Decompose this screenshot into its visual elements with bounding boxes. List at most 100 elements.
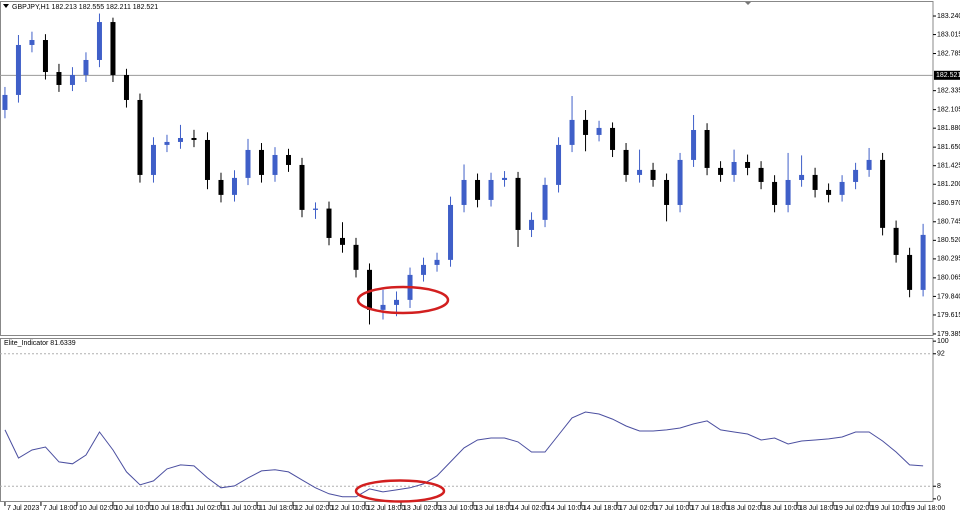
candle-body: [191, 137, 197, 140]
y-tick-label: 182.785: [937, 50, 960, 57]
shift-marker: [745, 2, 751, 5]
candle-body: [812, 174, 818, 190]
candle-body: [650, 169, 656, 180]
candle-body: [340, 237, 346, 245]
y-tick-label: 182.335: [937, 87, 960, 94]
x-tick-label: 7 Jul 18:00: [43, 505, 77, 512]
candle-body: [245, 149, 251, 178]
candle-body: [691, 129, 697, 160]
x-tick-label: 10 Jul 10:00: [115, 505, 153, 512]
y-tick-label: 179.840: [937, 293, 960, 300]
candle-body: [326, 208, 332, 238]
candle-body: [515, 177, 521, 230]
y-tick-label: 183.015: [937, 31, 960, 38]
candle-body: [623, 149, 629, 175]
y-tick-label: 180.520: [937, 237, 960, 244]
candle-body: [218, 179, 224, 195]
candle-body: [569, 119, 575, 145]
plot-layer: 183.240 183.015 182.785 182.335 182.105 181.8…: [0, 13, 960, 512]
x-tick-label: 14 Jul 18:00: [583, 505, 621, 512]
x-tick-label: 10 Jul 18:00: [151, 505, 189, 512]
x-tick-label: 19 Jul 02:00: [835, 505, 873, 512]
x-tick-label: 17 Jul 02:00: [619, 505, 657, 512]
candle-body: [556, 144, 562, 185]
y-tick-label: 183.240: [937, 13, 960, 20]
candle-body: [529, 219, 535, 230]
candle-body: [2, 94, 8, 110]
candle-body: [258, 149, 264, 175]
candle-body: [313, 208, 319, 210]
candle-body: [583, 119, 589, 135]
x-tick-label: 11 Jul 02:00: [187, 505, 225, 512]
candle-body: [475, 179, 481, 200]
candle-body: [502, 177, 508, 180]
x-tick-label: 18 Jul 10:00: [763, 505, 801, 512]
candle-body: [29, 40, 35, 45]
candle-body: [704, 129, 710, 168]
candle-body: [15, 44, 21, 95]
y-tick-label: 180.295: [937, 256, 960, 263]
candle-body: [461, 179, 467, 205]
candle-body: [664, 179, 670, 205]
candle-body: [880, 159, 886, 228]
candle-body: [56, 72, 62, 85]
x-tick-label: 19 Jul 18:00: [907, 505, 945, 512]
candle-body: [421, 264, 427, 275]
price-panel-frame: [0, 1, 934, 336]
candle-body: [231, 177, 237, 195]
candle-body: [367, 269, 373, 310]
candle-body: [866, 159, 872, 170]
x-tick-label: 17 Jul 10:00: [655, 505, 693, 512]
y-tick-label: 92: [937, 351, 945, 358]
x-tick-label: 13 Jul 10:00: [439, 505, 477, 512]
indicator-panel-frame: [0, 338, 934, 502]
y-tick-label: 0: [937, 496, 941, 503]
candle-body: [394, 299, 400, 305]
y-tick-label: 8: [937, 483, 941, 490]
y-tick-label: 181.425: [937, 163, 960, 170]
candle-body: [637, 169, 643, 175]
indicator-line: [4, 411, 924, 498]
candle-body: [83, 59, 89, 75]
candle-body: [299, 164, 305, 210]
candle-body: [164, 141, 170, 145]
candle-body: [137, 99, 143, 175]
x-tick-label: 14 Jul 10:00: [547, 505, 585, 512]
candle-body: [772, 181, 778, 205]
chart-title: GBPJPY,H1 182.213 182.555 182.211 182.52…: [12, 4, 158, 11]
candle-body: [799, 174, 805, 180]
candle-body: [920, 234, 926, 290]
candle-body: [96, 22, 102, 60]
y-tick-label: 180.065: [937, 275, 960, 282]
x-tick-label: 12 Jul 10:00: [331, 505, 369, 512]
current-price-box: [934, 70, 960, 80]
y-tick-label: 181.200: [937, 181, 960, 188]
y-tick-label: 182.105: [937, 106, 960, 113]
x-tick-label: 13 Jul 02:00: [403, 505, 441, 512]
candle-body: [204, 139, 210, 180]
x-tick-label: 11 Jul 18:00: [259, 505, 297, 512]
candle-body: [893, 227, 899, 255]
candle-body: [839, 181, 845, 195]
candle-body: [110, 22, 116, 75]
candle-body: [123, 74, 129, 100]
menu-arrow[interactable]: [3, 4, 9, 8]
x-tick-label: 17 Jul 18:00: [691, 505, 729, 512]
y-tick-label: 181.650: [937, 144, 960, 151]
candle-body: [596, 127, 602, 135]
x-tick-label: 14 Jul 02:00: [511, 505, 549, 512]
x-tick-label: 19 Jul 10:00: [871, 505, 909, 512]
candle-body: [731, 161, 737, 175]
candle-body: [285, 154, 291, 165]
candle-body: [826, 189, 832, 195]
candle-body: [434, 259, 440, 265]
candle-body: [177, 137, 183, 142]
candle-body: [488, 179, 494, 200]
candle-body: [907, 254, 913, 290]
candle-body: [272, 154, 278, 175]
y-tick-label: 179.385: [937, 331, 960, 338]
candle-body: [69, 74, 75, 85]
x-tick-label: 10 Jul 02:00: [79, 505, 117, 512]
highlight-ellipse: [354, 479, 446, 503]
